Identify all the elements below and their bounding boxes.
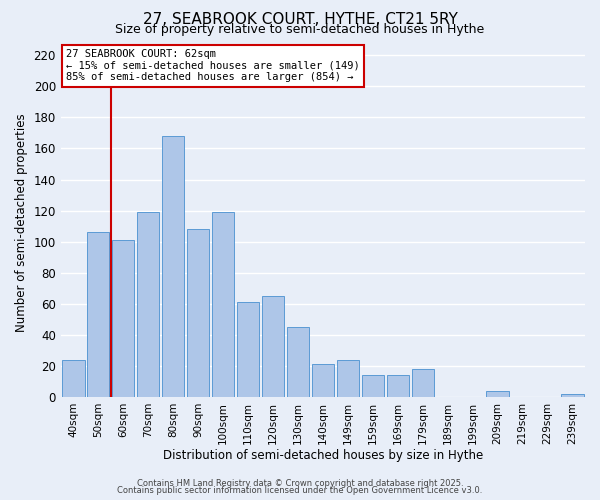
Text: Contains HM Land Registry data © Crown copyright and database right 2025.: Contains HM Land Registry data © Crown c… bbox=[137, 478, 463, 488]
Bar bbox=[112, 240, 134, 397]
Bar bbox=[287, 327, 309, 397]
Bar bbox=[337, 360, 359, 397]
Bar bbox=[187, 229, 209, 397]
Bar bbox=[386, 375, 409, 397]
Text: Contains public sector information licensed under the Open Government Licence v3: Contains public sector information licen… bbox=[118, 486, 482, 495]
Text: 27 SEABROOK COURT: 62sqm
← 15% of semi-detached houses are smaller (149)
85% of : 27 SEABROOK COURT: 62sqm ← 15% of semi-d… bbox=[66, 49, 360, 82]
Bar bbox=[311, 364, 334, 397]
Bar bbox=[237, 302, 259, 397]
Text: 27, SEABROOK COURT, HYTHE, CT21 5RY: 27, SEABROOK COURT, HYTHE, CT21 5RY bbox=[143, 12, 457, 28]
Bar bbox=[62, 360, 85, 397]
Bar bbox=[487, 390, 509, 397]
Bar bbox=[87, 232, 109, 397]
Y-axis label: Number of semi-detached properties: Number of semi-detached properties bbox=[15, 113, 28, 332]
Text: Size of property relative to semi-detached houses in Hythe: Size of property relative to semi-detach… bbox=[115, 22, 485, 36]
Bar bbox=[561, 394, 584, 397]
X-axis label: Distribution of semi-detached houses by size in Hythe: Distribution of semi-detached houses by … bbox=[163, 450, 483, 462]
Bar bbox=[137, 212, 160, 397]
Bar bbox=[412, 369, 434, 397]
Bar bbox=[162, 136, 184, 397]
Bar bbox=[212, 212, 234, 397]
Bar bbox=[262, 296, 284, 397]
Bar bbox=[362, 375, 384, 397]
